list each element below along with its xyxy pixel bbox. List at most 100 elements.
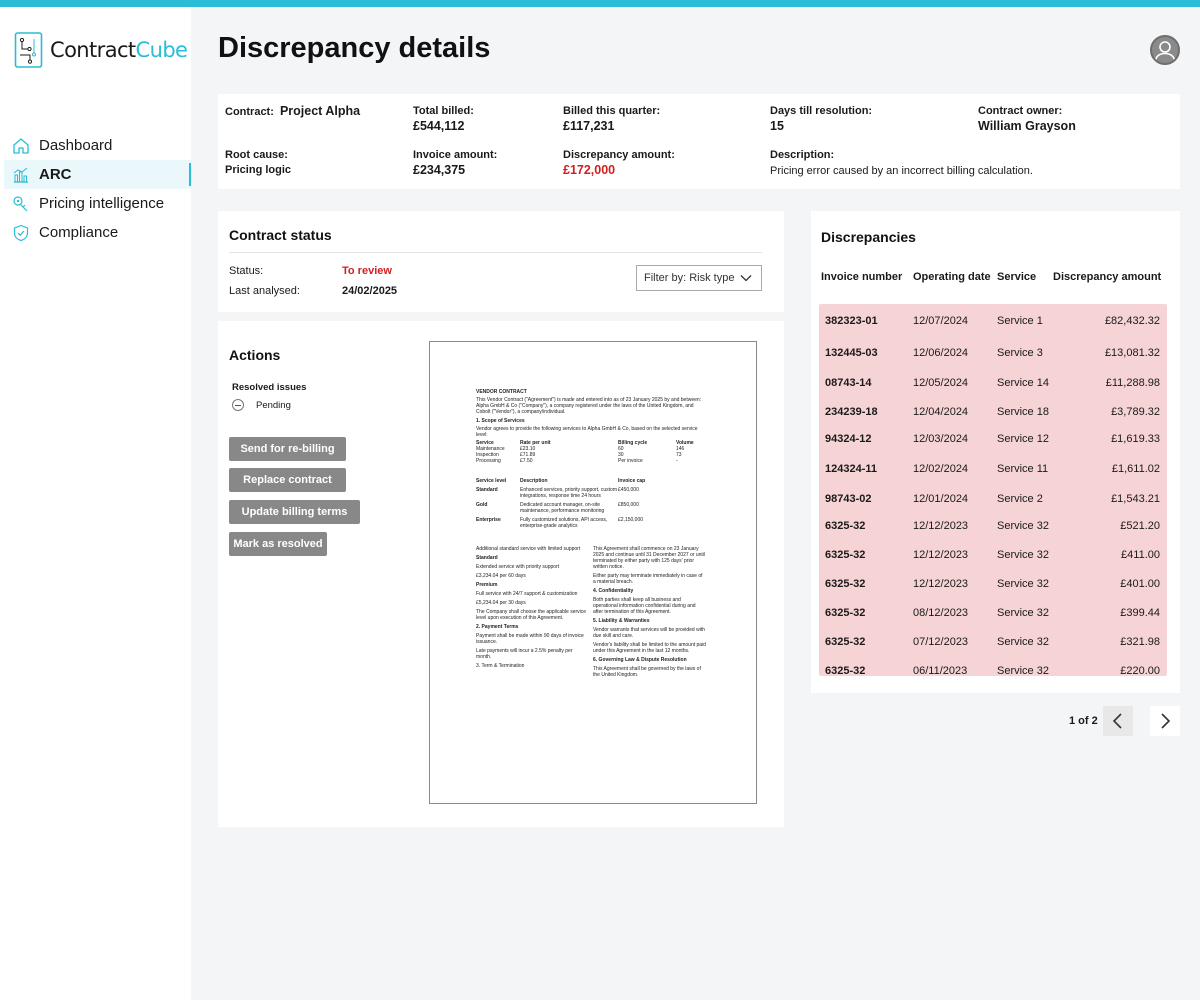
document-paragraph: Premium [476, 582, 498, 588]
document-section-heading: 1. Scope of Services [476, 418, 525, 424]
billed-quarter-label: Billed this quarter: [563, 105, 661, 117]
table-row[interactable]: 6325-32 12/12/2023 Service 32 £401.00 [819, 570, 1167, 599]
document-paragraph: £5,234.04 per 30 days [476, 600, 526, 606]
operating-date-cell: 12/12/2023 [913, 520, 969, 532]
document-paragraph: 6. Governing Law & Dispute Resolution [593, 657, 687, 663]
replace-contract-button[interactable]: Replace contract [229, 468, 346, 492]
filter-label: Filter by: Risk type [644, 272, 735, 284]
document-table-cell: Fully customized solutions, API access, … [520, 517, 608, 529]
logo-text-primary: Contract [50, 38, 136, 62]
document-table-cell: Enhanced services, priority support, cus… [520, 487, 617, 499]
sidebar-nav: Dashboard ARC Pricing intelligence Compl… [0, 131, 191, 247]
table-row[interactable]: 132445-03 12/06/2024 Service 3 £13,081.32 [819, 339, 1167, 368]
invoice-number-cell: 08743-14 [825, 377, 872, 389]
chevron-down-icon [740, 275, 752, 282]
previous-page-button[interactable] [1103, 706, 1133, 736]
document-table-cell: £850,000 [618, 502, 639, 508]
pending-label: Pending [256, 400, 291, 411]
column-header-service[interactable]: Service [997, 271, 1037, 283]
operating-date-cell: 12/04/2024 [913, 406, 969, 418]
discrepancy-amount-value: £172,000 [563, 163, 616, 177]
page-title: Discrepancy details [218, 32, 491, 64]
discrepancies-title: Discrepancies [821, 229, 916, 245]
invoice-number-cell: 6325-32 [825, 665, 866, 677]
contract-owner-field: Contract owner: William Grayson [978, 105, 1076, 133]
document-paragraph: Vendor's liability shall be limited to t… [593, 642, 706, 654]
sidebar-item-compliance[interactable]: Compliance [0, 218, 191, 247]
send-for-rebilling-button[interactable]: Send for re-billing [229, 437, 346, 461]
table-row[interactable]: 234239-18 12/04/2024 Service 18 £3,789.32 [819, 398, 1167, 427]
document-table-header: Volume [676, 440, 694, 446]
document-table-cell: 146 [676, 446, 685, 452]
document-heading: VENDOR CONTRACT [476, 389, 527, 395]
mark-as-resolved-button[interactable]: Mark as resolved [229, 532, 327, 556]
table-row[interactable]: 382323-01 12/07/2024 Service 1 £82,432.32 [819, 307, 1167, 336]
table-row[interactable]: 124324-11 12/02/2024 Service 11 £1,611.02 [819, 455, 1167, 484]
document-paragraph: This Agreement shall be governed by the … [593, 666, 701, 678]
pending-toggle-icon[interactable] [232, 399, 244, 411]
sidebar-item-arc[interactable]: ARC [4, 160, 191, 189]
document-table-cell: £71.89 [520, 452, 536, 458]
document-table-cell: Standard [476, 487, 498, 493]
contract-status-card: Contract status Status: To review Last a… [218, 211, 784, 312]
document-paragraph: £3,234.04 per 60 days [476, 573, 526, 579]
sidebar-item-pricing-intelligence[interactable]: Pricing intelligence [0, 189, 191, 218]
service-cell: Service 32 [997, 665, 1049, 677]
column-header-discrepancy-amount[interactable]: Discrepancy amount [1053, 271, 1162, 283]
top-accent-bar [0, 0, 1200, 7]
invoice-amount-field: Invoice amount: £234,375 [413, 149, 497, 177]
column-header-invoice-number[interactable]: Invoice number [821, 271, 903, 283]
column-header-operating-date[interactable]: Operating date [913, 271, 991, 283]
document-paragraph: Late payments will incur a 2.5% penalty … [476, 648, 573, 660]
contract-status-title: Contract status [229, 227, 332, 243]
billed-quarter-field: Billed this quarter: £117,231 [563, 105, 660, 133]
document-table-cell: Inspection [476, 452, 499, 458]
billed-quarter-value: £117,231 [563, 119, 615, 133]
cube-logo-icon [14, 32, 43, 68]
update-billing-terms-button[interactable]: Update billing terms [229, 500, 360, 524]
chart-icon [12, 166, 30, 184]
discrepancies-table-body: 382323-01 12/07/2024 Service 1 £82,432.32 13… [819, 304, 1167, 677]
table-row[interactable]: 98743-02 12/01/2024 Service 2 £1,543.21 [819, 485, 1167, 514]
app-logo[interactable]: ContractCube [14, 31, 188, 69]
service-cell: Service 14 [997, 377, 1049, 389]
invoice-number-cell: 6325-32 [825, 578, 866, 590]
discrepancy-amount-cell: £13,081.32 [1104, 347, 1160, 359]
risk-type-filter-dropdown[interactable]: Filter by: Risk type [636, 265, 762, 291]
chevron-left-icon [1112, 713, 1122, 729]
table-row[interactable]: 08743-14 12/05/2024 Service 14 £11,288.98 [819, 369, 1167, 398]
document-table-cell: Per invoice [618, 458, 643, 464]
description-field: Description: Pricing error caused by an … [770, 149, 1033, 177]
table-row[interactable]: 6325-32 12/12/2023 Service 32 £521.20 [819, 512, 1167, 541]
invoice-number-cell: 132445-03 [825, 347, 878, 359]
days-value: 15 [770, 119, 784, 133]
document-body: VENDOR CONTRACT This Vendor Contract ("A… [476, 386, 706, 678]
discrepancy-amount-cell: £1,619.33 [1111, 433, 1160, 445]
document-table-cell: £2,150,000 [618, 517, 644, 523]
document-paragraph: Extended service with priority support [476, 564, 560, 570]
document-table-header: Billing cycle [618, 440, 648, 446]
document-table-cell: Processing [476, 458, 501, 464]
user-avatar-icon[interactable] [1150, 35, 1180, 65]
discrepancies-card: Discrepancies Invoice number Operating d… [811, 211, 1180, 693]
table-row[interactable]: 6325-32 08/12/2023 Service 32 £399.44 [819, 599, 1167, 628]
document-paragraph: 3. Term & Termination [476, 663, 525, 669]
document-paragraph: 4. Confidentiality [593, 588, 634, 594]
document-table-cell: Gold [476, 502, 488, 508]
discrepancy-amount-cell: £3,789.32 [1111, 406, 1160, 418]
next-page-button[interactable] [1150, 706, 1180, 736]
table-row[interactable]: 6325-32 12/12/2023 Service 32 £411.00 [819, 541, 1167, 570]
table-row[interactable]: 6325-32 07/12/2023 Service 32 £321.98 [819, 628, 1167, 657]
discrepancy-amount-cell: £321.98 [1120, 636, 1160, 648]
table-row[interactable]: 94324-12 12/03/2024 Service 12 £1,619.33 [819, 425, 1167, 454]
sidebar-item-dashboard[interactable]: Dashboard [0, 131, 191, 160]
invoice-number-cell: 6325-32 [825, 607, 866, 619]
contract-field: Contract: Project Alpha [225, 104, 360, 118]
pagination: 1 of 2 [1069, 706, 1181, 736]
table-row[interactable]: 6325-32 06/11/2023 Service 32 £220.00 [819, 657, 1167, 686]
sidebar-item-label: Compliance [39, 224, 119, 241]
discrepancy-amount-cell: £1,543.21 [1111, 493, 1160, 505]
operating-date-cell: 12/02/2024 [913, 463, 969, 475]
operating-date-cell: 06/11/2023 [913, 665, 968, 677]
contract-document-preview[interactable]: VENDOR CONTRACT This Vendor Contract ("A… [429, 341, 757, 804]
